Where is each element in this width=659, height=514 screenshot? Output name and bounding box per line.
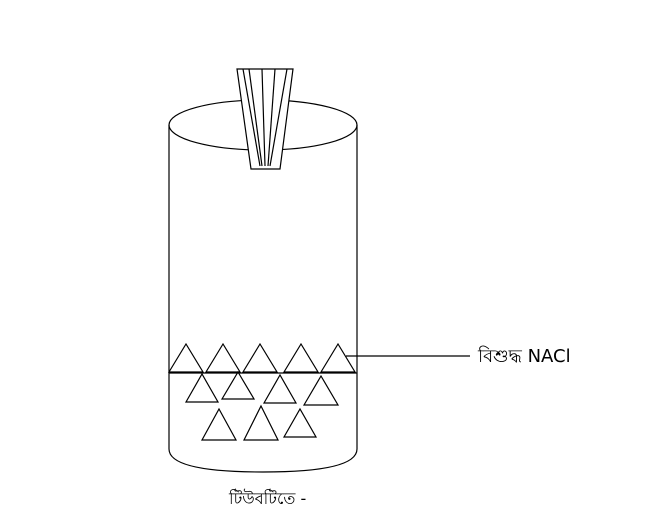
funnel-inner-line-2: [261, 68, 266, 167]
crystal: [243, 404, 279, 441]
crystal: [319, 342, 357, 373]
crystal: [200, 407, 238, 441]
crystal-label: বিশুদ্ধ NACl: [477, 346, 571, 367]
funnel-outline: [236, 68, 294, 170]
caption: টিউবটিতে -: [228, 489, 306, 508]
crystal: [204, 342, 242, 373]
crystal: [241, 342, 279, 373]
crystals: [167, 342, 357, 441]
funnel-inner-line-4: [269, 68, 288, 167]
cylinder-bottom-curve: [168, 448, 358, 473]
funnel-inner-line-3: [267, 68, 276, 167]
crystal: [220, 370, 256, 400]
funnel: [236, 68, 294, 170]
crystal: [302, 374, 340, 406]
crystal: [282, 342, 320, 373]
crystal: [167, 342, 205, 373]
crystal: [184, 372, 220, 403]
funnel-inner-line-1: [248, 68, 263, 167]
crystal: [262, 373, 298, 404]
funnel-inner-line-5: [242, 68, 261, 167]
crystal: [282, 407, 318, 438]
